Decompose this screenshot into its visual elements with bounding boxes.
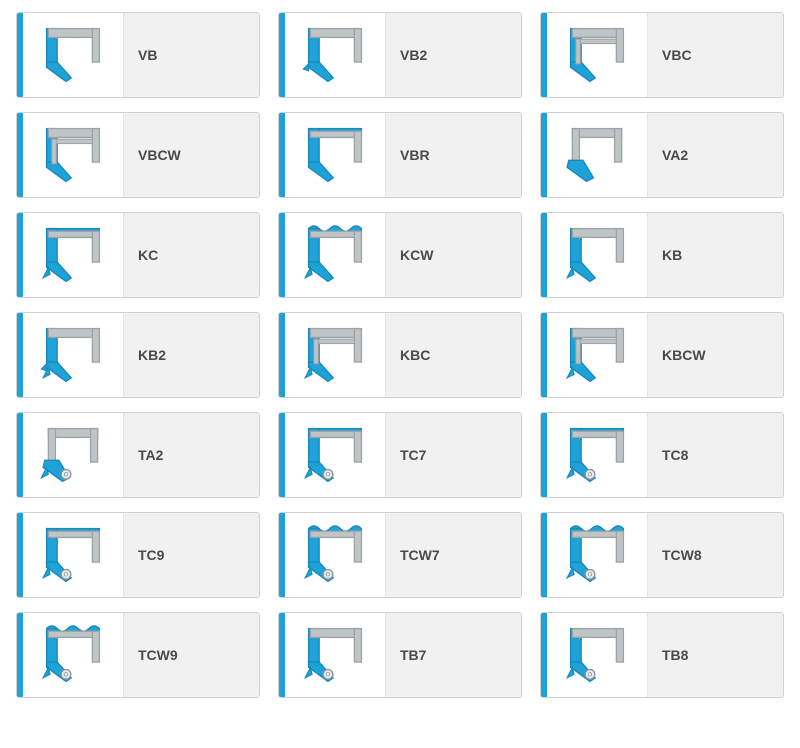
seal-profile-icon xyxy=(547,613,647,697)
seal-card[interactable]: KC xyxy=(16,212,260,298)
seal-code-label: VB2 xyxy=(385,13,521,97)
seal-card[interactable]: KBC xyxy=(278,312,522,398)
seal-profile-icon xyxy=(23,613,123,697)
seal-code-label: TC9 xyxy=(123,513,259,597)
seal-card[interactable]: KCW xyxy=(278,212,522,298)
seal-card[interactable]: TA2 xyxy=(16,412,260,498)
seal-profile-icon xyxy=(285,613,385,697)
seal-card[interactable]: TC7 xyxy=(278,412,522,498)
seal-code-label: KC xyxy=(123,213,259,297)
seal-code-label: VBCW xyxy=(123,113,259,197)
seal-profile-icon xyxy=(23,513,123,597)
seal-card[interactable]: TB7 xyxy=(278,612,522,698)
seal-code-label: TCW8 xyxy=(647,513,783,597)
seal-card[interactable]: TCW8 xyxy=(540,512,784,598)
seal-card[interactable]: VBC xyxy=(540,12,784,98)
seal-profile-icon xyxy=(285,13,385,97)
seal-code-label: TB7 xyxy=(385,613,521,697)
seal-code-label: VBR xyxy=(385,113,521,197)
seal-card[interactable]: TCW9 xyxy=(16,612,260,698)
seal-code-label: TCW7 xyxy=(385,513,521,597)
seal-profile-icon xyxy=(23,413,123,497)
seal-profile-icon xyxy=(285,313,385,397)
seal-profile-icon xyxy=(547,113,647,197)
seal-profile-icon xyxy=(547,413,647,497)
seal-profile-icon xyxy=(285,213,385,297)
seal-code-label: TA2 xyxy=(123,413,259,497)
seal-code-label: KB xyxy=(647,213,783,297)
seal-code-label: TC8 xyxy=(647,413,783,497)
seal-code-label: TC7 xyxy=(385,413,521,497)
seal-card[interactable]: TB8 xyxy=(540,612,784,698)
seal-profile-icon xyxy=(547,213,647,297)
seal-card[interactable]: TC9 xyxy=(16,512,260,598)
seal-code-label: KCW xyxy=(385,213,521,297)
seal-profile-icon xyxy=(23,13,123,97)
seal-profile-icon xyxy=(285,413,385,497)
seal-card[interactable]: VBR xyxy=(278,112,522,198)
seal-code-label: VA2 xyxy=(647,113,783,197)
seal-profile-icon xyxy=(547,313,647,397)
seal-profile-icon xyxy=(547,513,647,597)
seal-profile-icon xyxy=(23,313,123,397)
seal-card[interactable]: KB2 xyxy=(16,312,260,398)
seal-card[interactable]: TC8 xyxy=(540,412,784,498)
seal-profile-icon xyxy=(285,113,385,197)
seal-profile-icon xyxy=(547,13,647,97)
seal-code-label: VB xyxy=(123,13,259,97)
seal-type-grid: VB VB2 VBC VBCW VBR VA2 KC KCW KB KB2 KBC KBCW TA2 TC… xyxy=(0,0,800,710)
seal-code-label: VBC xyxy=(647,13,783,97)
seal-card[interactable]: KBCW xyxy=(540,312,784,398)
seal-card[interactable]: VB xyxy=(16,12,260,98)
seal-code-label: TCW9 xyxy=(123,613,259,697)
seal-code-label: TB8 xyxy=(647,613,783,697)
seal-profile-icon xyxy=(285,513,385,597)
seal-card[interactable]: KB xyxy=(540,212,784,298)
seal-card[interactable]: VB2 xyxy=(278,12,522,98)
seal-profile-icon xyxy=(23,113,123,197)
seal-card[interactable]: VBCW xyxy=(16,112,260,198)
seal-code-label: KBC xyxy=(385,313,521,397)
seal-card[interactable]: TCW7 xyxy=(278,512,522,598)
seal-card[interactable]: VA2 xyxy=(540,112,784,198)
seal-code-label: KB2 xyxy=(123,313,259,397)
seal-code-label: KBCW xyxy=(647,313,783,397)
seal-profile-icon xyxy=(23,213,123,297)
